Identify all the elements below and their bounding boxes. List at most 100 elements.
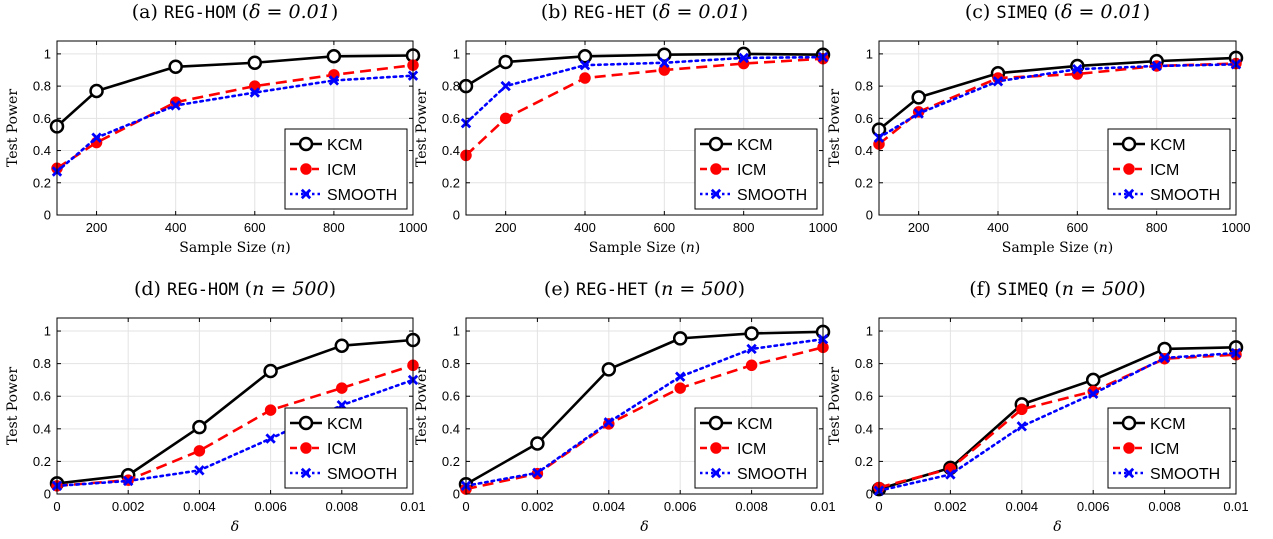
legend-marker-smooth <box>710 188 722 200</box>
panel-title-code: REG-HOM <box>167 280 239 300</box>
y-tick-label: 0.6 <box>442 111 460 126</box>
legend: KCM ICM SMOOTH <box>284 128 408 210</box>
data-point-kcm <box>577 49 593 64</box>
legend-marker-smooth <box>300 188 312 200</box>
series-line-smooth <box>55 378 415 488</box>
panel-title-math: n = 500 <box>252 278 329 300</box>
data-point-icm <box>1016 403 1028 416</box>
legend-marker-kcm <box>708 136 724 152</box>
data-point-kcm <box>1085 372 1101 388</box>
data-point-kcm <box>498 54 513 70</box>
panel-title-math: δ = 0.01 <box>249 1 331 23</box>
chart-panel-1: 0 0.2 0.4 0.6 0.8 1 200 400 600 800 1000 KCM ICM SMOO… <box>414 1 837 256</box>
legend-marker-icm <box>300 442 312 454</box>
y-tick-label: 0.8 <box>33 79 51 94</box>
x-tick-label: 200 <box>86 220 108 235</box>
panel-title-close: ) <box>331 1 338 23</box>
y-tick-label: 0.6 <box>33 111 51 126</box>
legend-marker-kcm <box>298 136 314 152</box>
plot-frame <box>56 40 414 216</box>
panel-title-math: δ = 0.01 <box>1061 1 1143 23</box>
panel-title-open: ( <box>236 1 249 23</box>
y-tick-label: 0 <box>44 208 51 223</box>
data-point-kcm <box>672 331 688 346</box>
series-line-smooth <box>877 63 1238 139</box>
data-point-smooth <box>945 469 956 480</box>
x-tick-label: 400 <box>574 220 596 235</box>
y-tick-label: 0.4 <box>855 421 873 436</box>
data-point-smooth <box>532 467 543 479</box>
x-tick-label: 1000 <box>1222 220 1251 235</box>
x-tick-label: 0 <box>53 499 60 514</box>
panel-title-prefix: (a) <box>132 1 164 23</box>
legend-label-kcm: KCM <box>327 416 363 433</box>
x-axis-label: Sample Size (n) <box>1002 240 1114 256</box>
y-tick-label: 0.2 <box>33 175 51 190</box>
panel-title-close: ) <box>738 278 745 300</box>
panel-title-prefix: (d) <box>134 278 167 300</box>
panel-title-code: REG-HET <box>574 3 646 23</box>
data-point-icm <box>658 64 671 76</box>
plot-frame <box>878 317 1237 495</box>
x-tick-label: 200 <box>908 220 930 235</box>
y-tick-label: 0 <box>866 487 873 502</box>
legend-marker-icm <box>710 163 722 175</box>
data-point-icm <box>336 382 348 394</box>
x-tick-label: 0.004 <box>593 499 626 514</box>
legend-marker-kcm <box>1121 415 1137 431</box>
panel-title-math: n = 500 <box>1062 278 1139 300</box>
legend: KCM ICM SMOOTH <box>284 407 408 489</box>
legend-marker-smooth <box>710 467 722 479</box>
panel-title: (c) SIMEQ (δ = 0.01) <box>965 1 1150 23</box>
legend-marker-icm <box>300 163 312 175</box>
legend-label-icm: ICM <box>327 162 356 179</box>
y-tick-label: 1 <box>44 324 51 339</box>
data-point-smooth <box>91 132 102 143</box>
series-line-kcm <box>878 56 1237 131</box>
legend-label-icm: ICM <box>1150 441 1179 458</box>
data-point-icm <box>499 112 512 125</box>
data-point-smooth <box>579 59 591 71</box>
data-point-kcm <box>744 326 759 341</box>
y-tick-label: 0.4 <box>33 143 51 158</box>
data-point-kcm <box>263 363 278 379</box>
panel-title-open: ( <box>239 278 252 300</box>
panel-title-prefix: (b) <box>541 1 574 23</box>
x-tick-label: 0.01 <box>400 499 425 514</box>
data-point-smooth <box>1088 388 1099 399</box>
panel-title-code: REG-HOM <box>164 3 236 23</box>
legend-label-smooth: SMOOTH <box>1150 187 1220 204</box>
data-point-icm <box>745 359 758 372</box>
panel-title-close: ) <box>741 1 748 23</box>
y-tick-label: 0.6 <box>33 389 51 404</box>
x-tick-label: 0.002 <box>112 499 145 514</box>
plot-frame <box>56 317 414 495</box>
y-axis-label: Test Power <box>414 367 430 445</box>
y-axis-label: Test Power <box>5 89 21 167</box>
data-point-kcm <box>657 47 672 62</box>
legend: KCM ICM SMOOTH <box>1107 407 1231 489</box>
y-tick-label: 0.6 <box>855 111 873 126</box>
panel-title: (a) REG-HOM (δ = 0.01) <box>132 1 338 23</box>
series-line-kcm <box>56 54 414 128</box>
data-point-smooth <box>265 433 276 444</box>
x-tick-label: 800 <box>323 220 345 235</box>
series-smooth <box>873 59 1242 143</box>
data-point-kcm <box>530 436 545 451</box>
plot-frame <box>465 317 824 495</box>
y-tick-label: 0.2 <box>442 454 460 469</box>
panel-title-open: ( <box>648 278 661 300</box>
legend: KCM ICM SMOOTH <box>1107 128 1231 210</box>
legend-label-smooth: SMOOTH <box>737 466 807 483</box>
legend-label-smooth: SMOOTH <box>327 187 397 204</box>
series-line-smooth <box>877 351 1238 493</box>
data-point-smooth <box>1159 352 1170 364</box>
series-line-kcm <box>56 338 414 485</box>
data-point-icm <box>674 382 686 394</box>
data-point-kcm <box>601 362 617 377</box>
x-tick-label: 0.002 <box>521 499 554 514</box>
panel-title-math: δ = 0.01 <box>659 1 741 23</box>
x-tick-label: 0.01 <box>810 499 835 514</box>
legend-label-kcm: KCM <box>1150 137 1186 154</box>
